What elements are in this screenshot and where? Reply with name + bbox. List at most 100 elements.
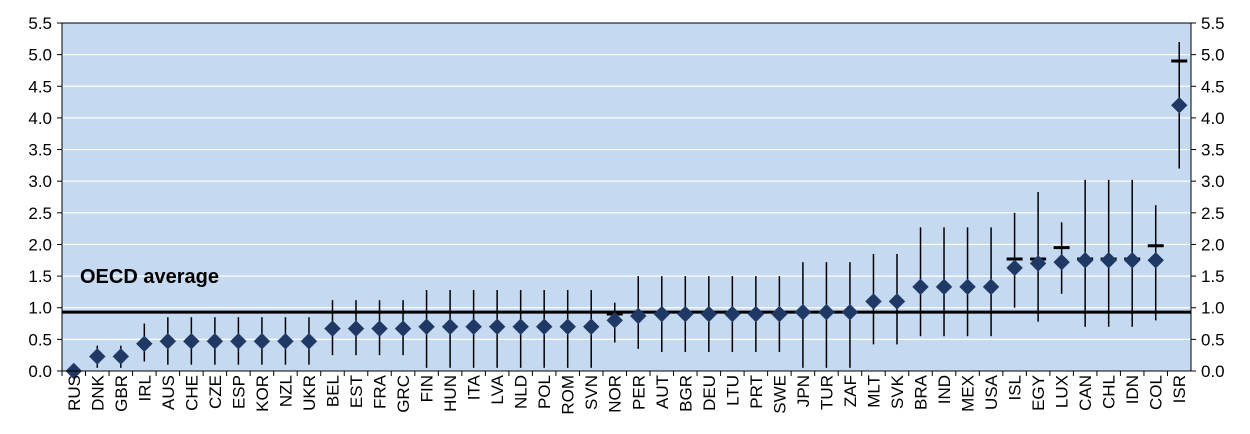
y-tick-label-left: 1.5 <box>28 267 52 286</box>
y-tick-label-right: 5.0 <box>1201 46 1225 65</box>
x-tick-label-col: COL <box>1147 375 1166 410</box>
point-nld <box>512 318 530 336</box>
x-tick-label-hun: HUN <box>441 375 460 412</box>
point-prt <box>747 305 765 323</box>
point-cze <box>206 332 224 350</box>
y-tick-label-left: 1.0 <box>28 299 52 318</box>
y-tick-label-right: 0.5 <box>1201 330 1225 349</box>
point-hun <box>441 318 459 336</box>
y-tick-label-left: 5.0 <box>28 46 52 65</box>
x-tick-label-ind: IND <box>935 375 954 404</box>
x-tick-label-egy: EGY <box>1029 375 1048 411</box>
x-tick-label-lux: LUX <box>1053 375 1072 408</box>
y-tick-label-right: 3.5 <box>1201 141 1225 160</box>
y-tick-label-right: 1.0 <box>1201 299 1225 318</box>
point-deu <box>700 305 718 323</box>
point-grc <box>394 320 412 337</box>
x-tick-label-mlt: MLT <box>864 375 883 408</box>
x-tick-label-pol: POL <box>535 375 554 409</box>
y-axis-right: 0.0 0.5 1.0 1.5 2.0 2.5 3.0 3.5 4.0 4.5 5.0 5.5 <box>1191 14 1225 381</box>
point-usa <box>982 278 1000 296</box>
x-tick-label-ita: ITA <box>465 374 484 400</box>
y-tick-label-right: 0.0 <box>1201 362 1225 381</box>
point-bgr <box>676 305 694 323</box>
point-isr <box>1170 96 1188 114</box>
point-esp <box>230 332 247 350</box>
x-tick-label-bra: BRA <box>912 374 931 410</box>
point-kor <box>253 332 271 350</box>
x-tick-label-isl: ISL <box>1006 375 1025 401</box>
x-tick-label-che: CHE <box>182 375 201 411</box>
plot-area <box>62 23 1191 371</box>
x-tick-label-nor: NOR <box>606 375 625 413</box>
point-fin <box>418 318 435 336</box>
x-tick-label-svk: SVK <box>888 374 907 409</box>
y-tick-label-right: 2.5 <box>1201 204 1225 223</box>
point-idn <box>1123 251 1141 269</box>
x-tick-label-bel: BEL <box>323 375 342 407</box>
oecd-average-label: OECD average <box>80 266 219 288</box>
data-points <box>65 96 1188 380</box>
point-nor <box>606 312 624 329</box>
y-tick-label-right: 2.0 <box>1201 235 1225 254</box>
point-per <box>629 307 647 325</box>
x-tick-label-lva: LVA <box>488 374 507 404</box>
y-tick-label-right: 4.0 <box>1201 109 1225 128</box>
x-tick-label-bgr: BGR <box>676 375 695 412</box>
x-tick-label-deu: DEU <box>700 375 719 411</box>
point-zaf <box>841 303 859 321</box>
x-tick-label-rom: ROM <box>559 375 578 415</box>
error-bars <box>96 41 1180 368</box>
point-svk <box>888 293 906 310</box>
x-tick-label-mex: MEX <box>959 375 978 412</box>
gridlines <box>62 54 1191 340</box>
y-tick-label-left: 4.5 <box>28 77 52 96</box>
x-tick-label-gbr: GBR <box>112 375 131 412</box>
point-che <box>183 332 200 350</box>
x-tick-label-zaf: ZAF <box>841 375 860 407</box>
x-tick-label-usa: USA <box>982 374 1001 410</box>
point-tur <box>818 303 835 321</box>
x-tick-label-dnk: DNK <box>88 374 107 411</box>
x-tick-label-ltu: LTU <box>723 375 742 406</box>
y-tick-label-right: 3.0 <box>1201 172 1225 191</box>
x-tick-label-fra: FRA <box>371 374 390 409</box>
point-nzl <box>277 332 294 350</box>
point-svn <box>582 318 600 336</box>
y-tick-label-right: 5.5 <box>1201 14 1225 33</box>
point-aut <box>653 305 671 323</box>
point-mex <box>959 278 976 296</box>
x-tick-label-can: CAN <box>1076 375 1095 411</box>
x-tick-label-svn: SVN <box>582 375 601 410</box>
point-gbr <box>112 348 130 365</box>
point-isl <box>1006 259 1023 277</box>
x-tick-label-prt: PRT <box>747 375 766 409</box>
x-tick-label-cze: CZE <box>206 375 225 409</box>
x-tick-label-nzl: NZL <box>276 375 295 407</box>
x-axis: RUS DNK GBR IRL AUS CHE CZE ESP KOR NZL UKR BEL EST F… <box>61 371 1189 415</box>
point-ita <box>465 318 482 336</box>
x-tick-label-ukr: UKR <box>300 375 319 411</box>
x-tick-label-aus: AUS <box>159 375 178 410</box>
x-tick-label-esp: ESP <box>229 375 248 409</box>
y-tick-label-left: 4.0 <box>28 109 52 128</box>
x-tick-label-isr: ISR <box>1170 375 1189 403</box>
y-axis-left: 0.0 0.5 1.0 1.5 2.0 2.5 3.0 3.5 4.0 4.5 5.0 5.5 <box>28 14 62 381</box>
y-tick-label-left: 0.0 <box>28 362 52 381</box>
point-ukr <box>300 332 318 350</box>
point-dnk <box>88 348 106 365</box>
x-tick-label-idn: IDN <box>1123 375 1142 404</box>
y-tick-label-right: 1.5 <box>1201 267 1225 286</box>
x-tick-label-fin: FIN <box>418 375 437 402</box>
y-tick-label-left: 5.5 <box>28 14 52 33</box>
point-swe <box>771 305 788 323</box>
point-est <box>347 320 365 337</box>
point-ltu <box>723 305 741 323</box>
point-chl <box>1100 251 1118 269</box>
x-tick-label-jpn: JPN <box>794 375 813 407</box>
point-lux <box>1053 253 1070 271</box>
point-ind <box>935 278 953 296</box>
reference-line-group: OECD average <box>62 266 1191 314</box>
point-bra <box>912 278 929 296</box>
